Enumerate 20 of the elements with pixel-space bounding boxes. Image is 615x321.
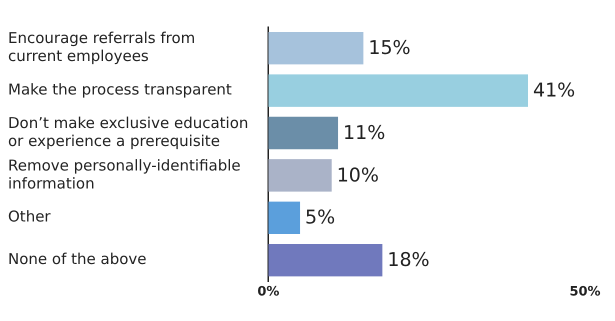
bar (268, 159, 332, 192)
bar (268, 202, 300, 234)
data-label: 5% (305, 206, 336, 229)
y-tick-label: Don’t make exclusive education or experience a prerequisite (8, 114, 248, 150)
y-tick-label: Other (8, 208, 52, 226)
data-label: 41% (533, 80, 576, 102)
bar (268, 244, 382, 276)
bar (268, 32, 364, 64)
data-label: 10% (336, 164, 379, 186)
y-tick-label: None of the above (8, 250, 147, 268)
y-tick-label: Encourage referrals from current employees (8, 29, 196, 66)
x-tick-label: 0% (257, 284, 280, 300)
x-tick-label: 50% (569, 284, 601, 300)
data-label: 18% (387, 249, 430, 272)
y-tick-label: Make the process transparent (8, 80, 232, 98)
data-label: 11% (343, 122, 386, 144)
y-tick-label: Remove personally-identifiable information (8, 156, 241, 192)
data-label: 15% (368, 37, 411, 60)
bar (268, 74, 528, 107)
bar (268, 116, 338, 150)
